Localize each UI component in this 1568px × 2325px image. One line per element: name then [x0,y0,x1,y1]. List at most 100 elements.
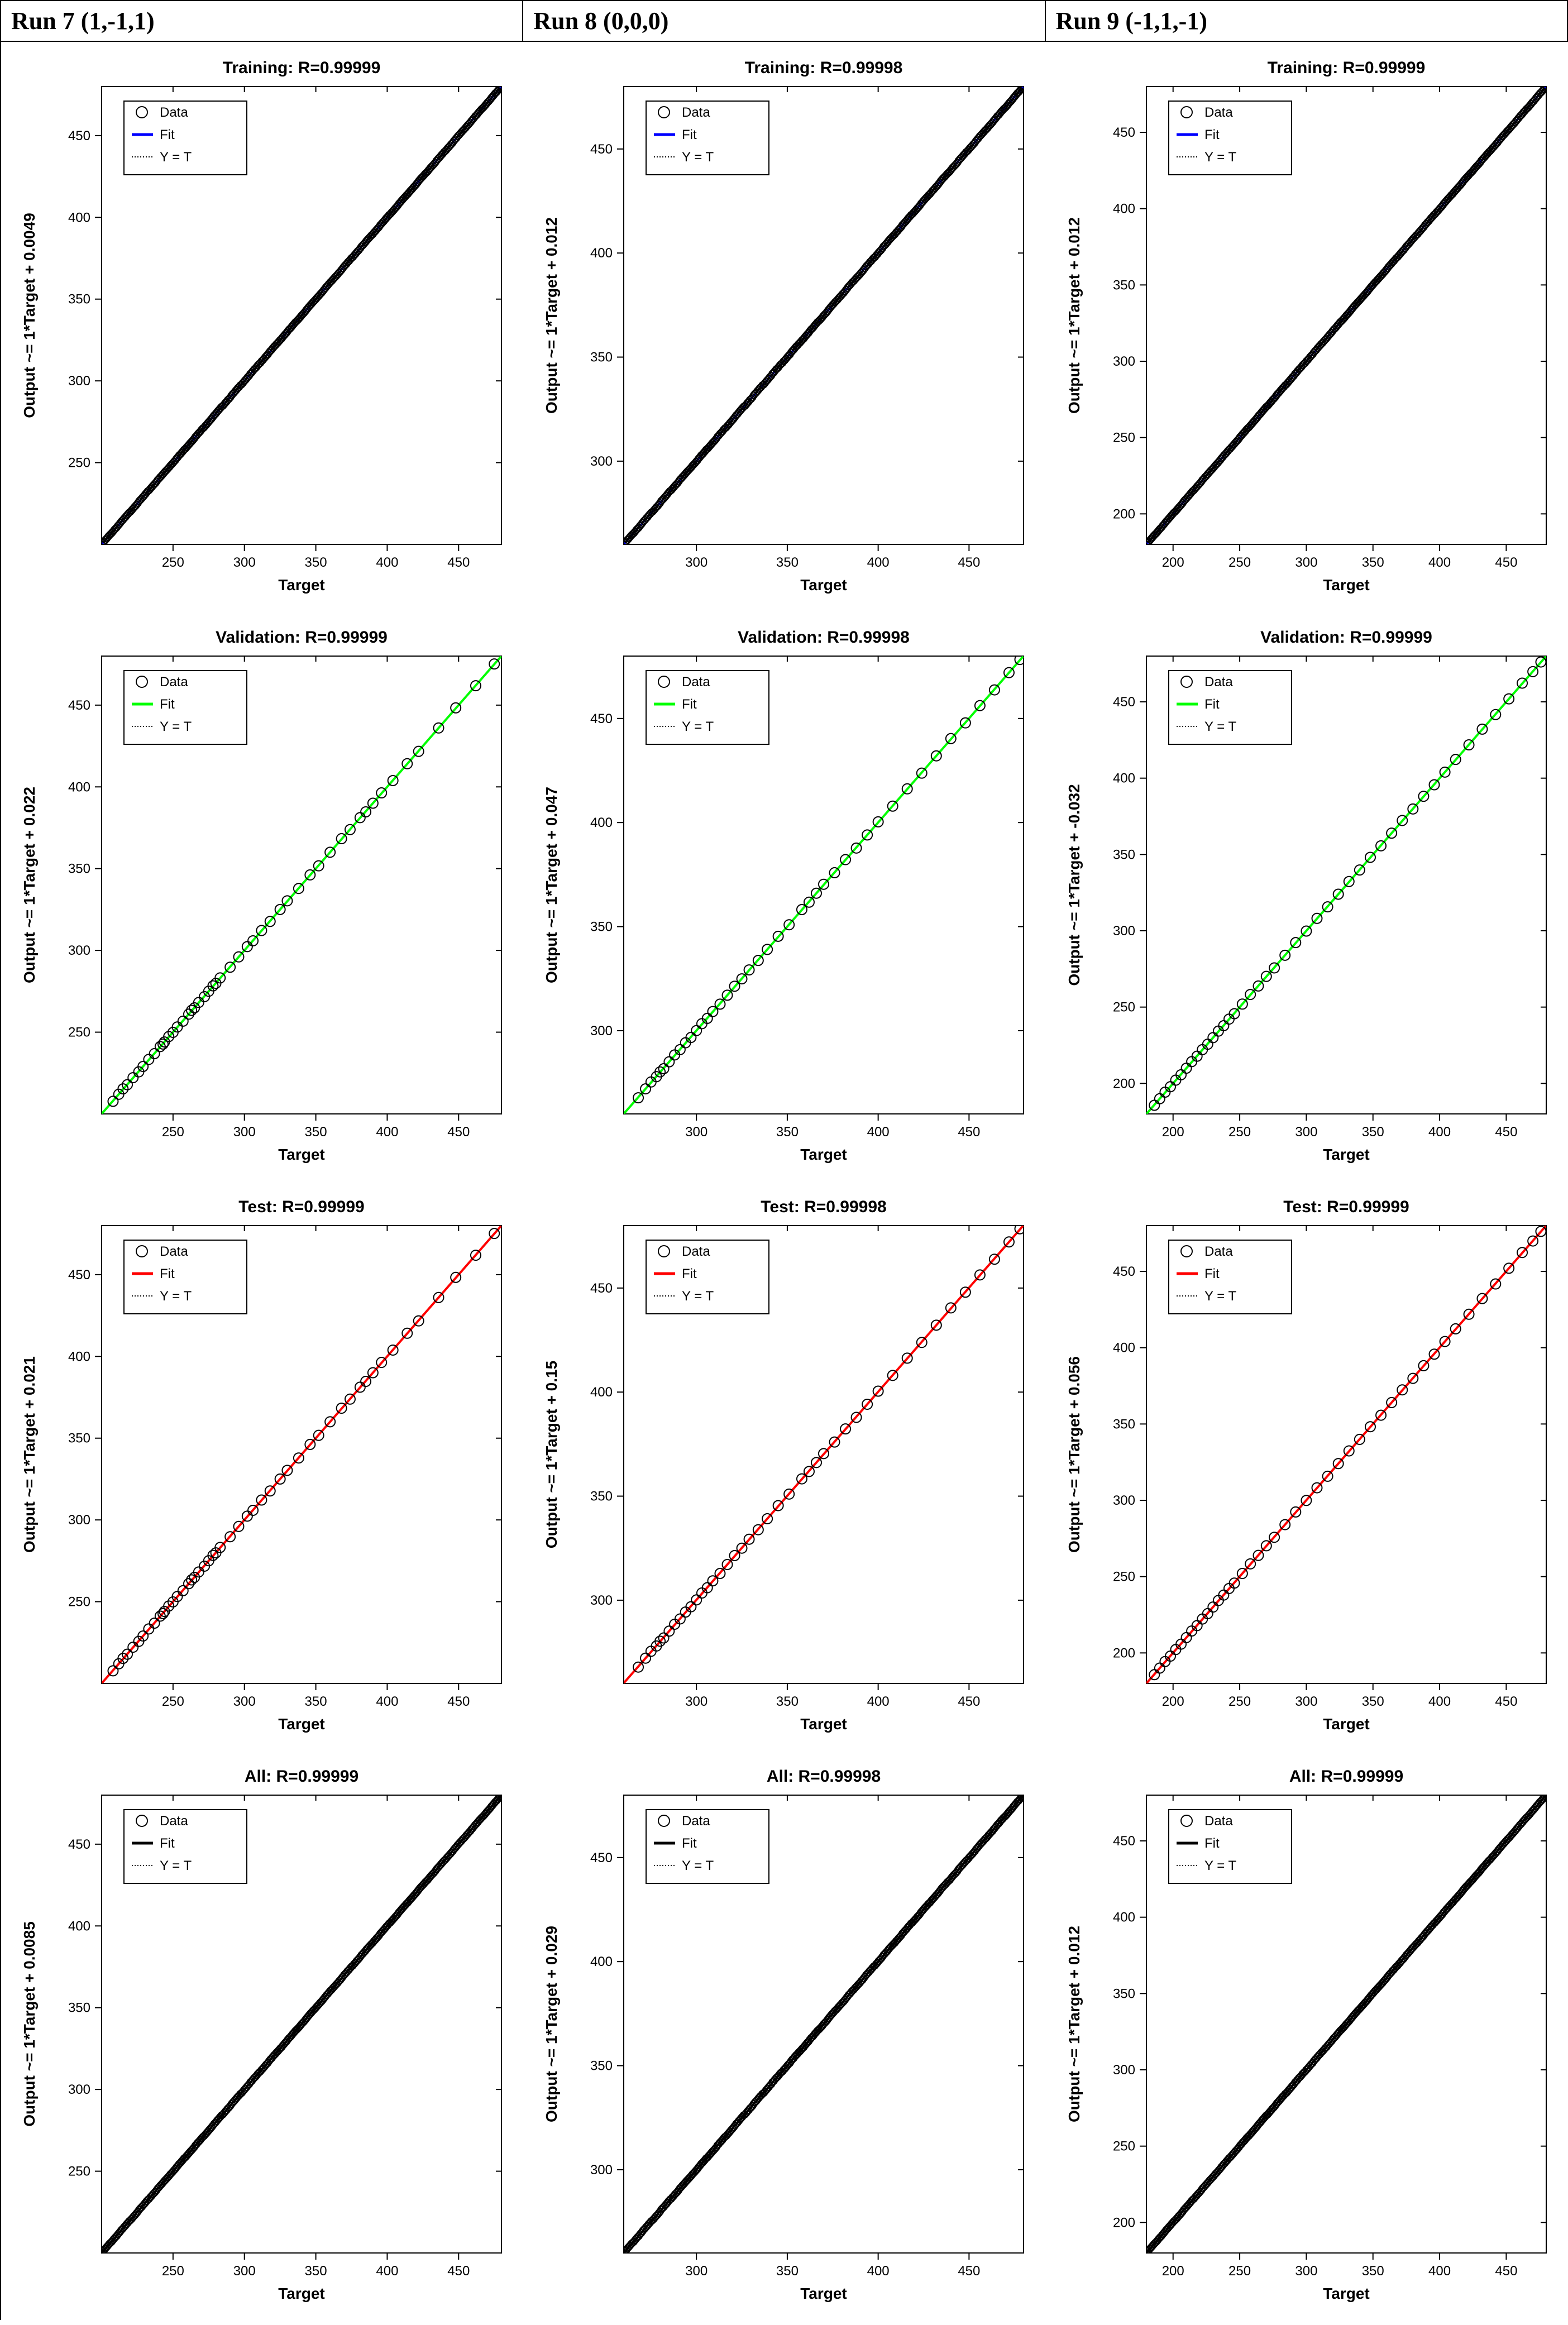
chart-cell: Test: R=0.99998300350400450300350400450T… [523,1180,1045,1750]
y-tick-label: 450 [1113,1264,1135,1279]
x-tick-label: 450 [1495,2264,1517,2279]
x-tick-label: 400 [1428,1694,1451,1709]
x-tick-label: 450 [958,1125,981,1140]
y-tick-label: 300 [1113,354,1135,369]
legend-label-fit: Fit [1204,1266,1220,1281]
y-tick-label: 300 [1113,924,1135,939]
x-tick-label: 400 [867,1125,890,1140]
chart-cell: All: R=0.99998300350400450300350400450Ta… [523,1750,1045,2319]
y-tick-label: 250 [68,456,90,471]
legend-label-data: Data [682,674,710,690]
chart-cell: All: R=0.9999925030035040045025030035040… [1,1750,523,2319]
regression-chart: Validation: R=0.999983003504004503003504… [523,611,1046,1181]
y-axis-label: Output ~= 1*Target + 0.029 [543,1926,560,2122]
x-tick-label: 450 [958,2264,981,2279]
col-header-1: Run 8 (0,0,0) [523,1,1045,41]
y-axis-label: Output ~= 1*Target + 0.012 [1065,1926,1083,2122]
x-tick-label: 350 [1361,1694,1384,1709]
regression-chart: Training: R=0.99999250300350400450250300… [1,42,524,611]
x-axis-label: Target [1323,576,1370,594]
legend-label-fit: Fit [682,1836,697,1851]
x-axis-label: Target [801,576,848,594]
y-tick-label: 250 [1113,1570,1135,1585]
y-tick-label: 250 [68,2164,90,2179]
y-axis-label: Output ~= 1*Target + 0.047 [543,787,560,983]
x-axis-label: Target [801,1715,848,1733]
x-tick-label: 450 [1495,1125,1517,1140]
legend-label-fit: Fit [1204,697,1220,712]
x-tick-label: 250 [162,2264,184,2279]
x-tick-label: 250 [1228,1694,1251,1709]
legend-label-yt: Y = T [160,719,192,734]
legend-label-data: Data [160,1814,188,1829]
legend-label-yt: Y = T [1204,1289,1236,1304]
y-tick-label: 400 [68,779,90,795]
chart-title: Test: R=0.99999 [1283,1198,1409,1216]
chart-title: Validation: R=0.99999 [216,628,388,647]
legend-label-yt: Y = T [1204,1858,1236,1873]
chart-row: Test: R=0.999992503003504004502503003504… [1,1180,1567,1750]
x-tick-label: 450 [1495,1694,1517,1709]
x-tick-label: 400 [1428,1125,1451,1140]
regression-chart: All: R=0.9999920025030035040045020025030… [1046,1750,1568,2320]
chart-title: Training: R=0.99999 [223,59,381,77]
regression-chart: Validation: R=0.999992503003504004502503… [1,611,524,1181]
y-tick-label: 200 [1113,1076,1135,1091]
x-tick-label: 300 [1295,555,1317,570]
chart-title: Validation: R=0.99998 [738,628,910,647]
y-tick-label: 450 [1113,1834,1135,1849]
x-tick-label: 450 [447,1125,470,1140]
legend-label-fit: Fit [682,1266,697,1281]
y-tick-label: 450 [590,1281,613,1296]
x-tick-label: 400 [1428,555,1451,570]
y-tick-label: 400 [590,815,613,830]
y-tick-label: 400 [68,1349,90,1364]
y-tick-label: 400 [1113,202,1135,217]
chart-row: All: R=0.9999925030035040045025030035040… [1,1750,1567,2319]
chart-title: Validation: R=0.99999 [1260,628,1432,647]
x-tick-label: 400 [376,1694,398,1709]
x-axis-label: Target [1323,1146,1370,1163]
y-tick-label: 450 [68,1267,90,1283]
x-tick-label: 250 [1228,555,1251,570]
legend-label-data: Data [160,1244,188,1259]
legend-label-fit: Fit [160,1836,175,1851]
y-tick-label: 450 [1113,695,1135,710]
chart-title: Training: R=0.99999 [1267,59,1425,77]
x-tick-label: 400 [376,2264,398,2279]
chart-cell: Validation: R=0.999983003504004503003504… [523,611,1045,1180]
legend-label-fit: Fit [1204,1836,1220,1851]
y-axis-label: Output ~= 1*Target + 0.021 [21,1356,38,1553]
x-tick-label: 200 [1161,1125,1184,1140]
x-tick-label: 300 [1295,1125,1317,1140]
y-tick-label: 450 [1113,125,1135,140]
y-tick-label: 300 [1113,2063,1135,2078]
x-tick-label: 350 [305,1125,327,1140]
chart-title: Test: R=0.99999 [238,1198,364,1216]
y-tick-label: 400 [590,1385,613,1400]
legend-label-data: Data [682,105,710,120]
x-tick-label: 200 [1161,555,1184,570]
x-tick-label: 450 [447,555,470,570]
legend-label-yt: Y = T [160,1858,192,1873]
regression-chart: Test: R=0.999992002503003504004502002503… [1046,1181,1568,1750]
x-axis-label: Target [278,2285,325,2302]
x-tick-label: 300 [685,1694,707,1709]
col-header-2: Run 9 (-1,1,-1) [1045,1,1567,41]
legend-label-data: Data [160,674,188,690]
x-tick-label: 350 [776,1694,799,1709]
x-axis-label: Target [801,2285,848,2302]
y-tick-label: 200 [1113,506,1135,522]
x-tick-label: 250 [162,1694,184,1709]
x-tick-label: 350 [776,555,799,570]
y-tick-label: 250 [68,1595,90,1610]
y-tick-label: 350 [590,2059,613,2074]
y-tick-label: 350 [1113,1417,1135,1432]
chart-cell: Training: R=0.99999250300350400450250300… [1,41,523,611]
x-axis-label: Target [801,1146,848,1163]
y-tick-label: 400 [590,246,613,261]
y-tick-label: 300 [68,2082,90,2097]
x-axis-label: Target [1323,2285,1370,2302]
regression-chart: Test: R=0.99998300350400450300350400450T… [523,1181,1046,1750]
legend-label-data: Data [1204,105,1233,120]
